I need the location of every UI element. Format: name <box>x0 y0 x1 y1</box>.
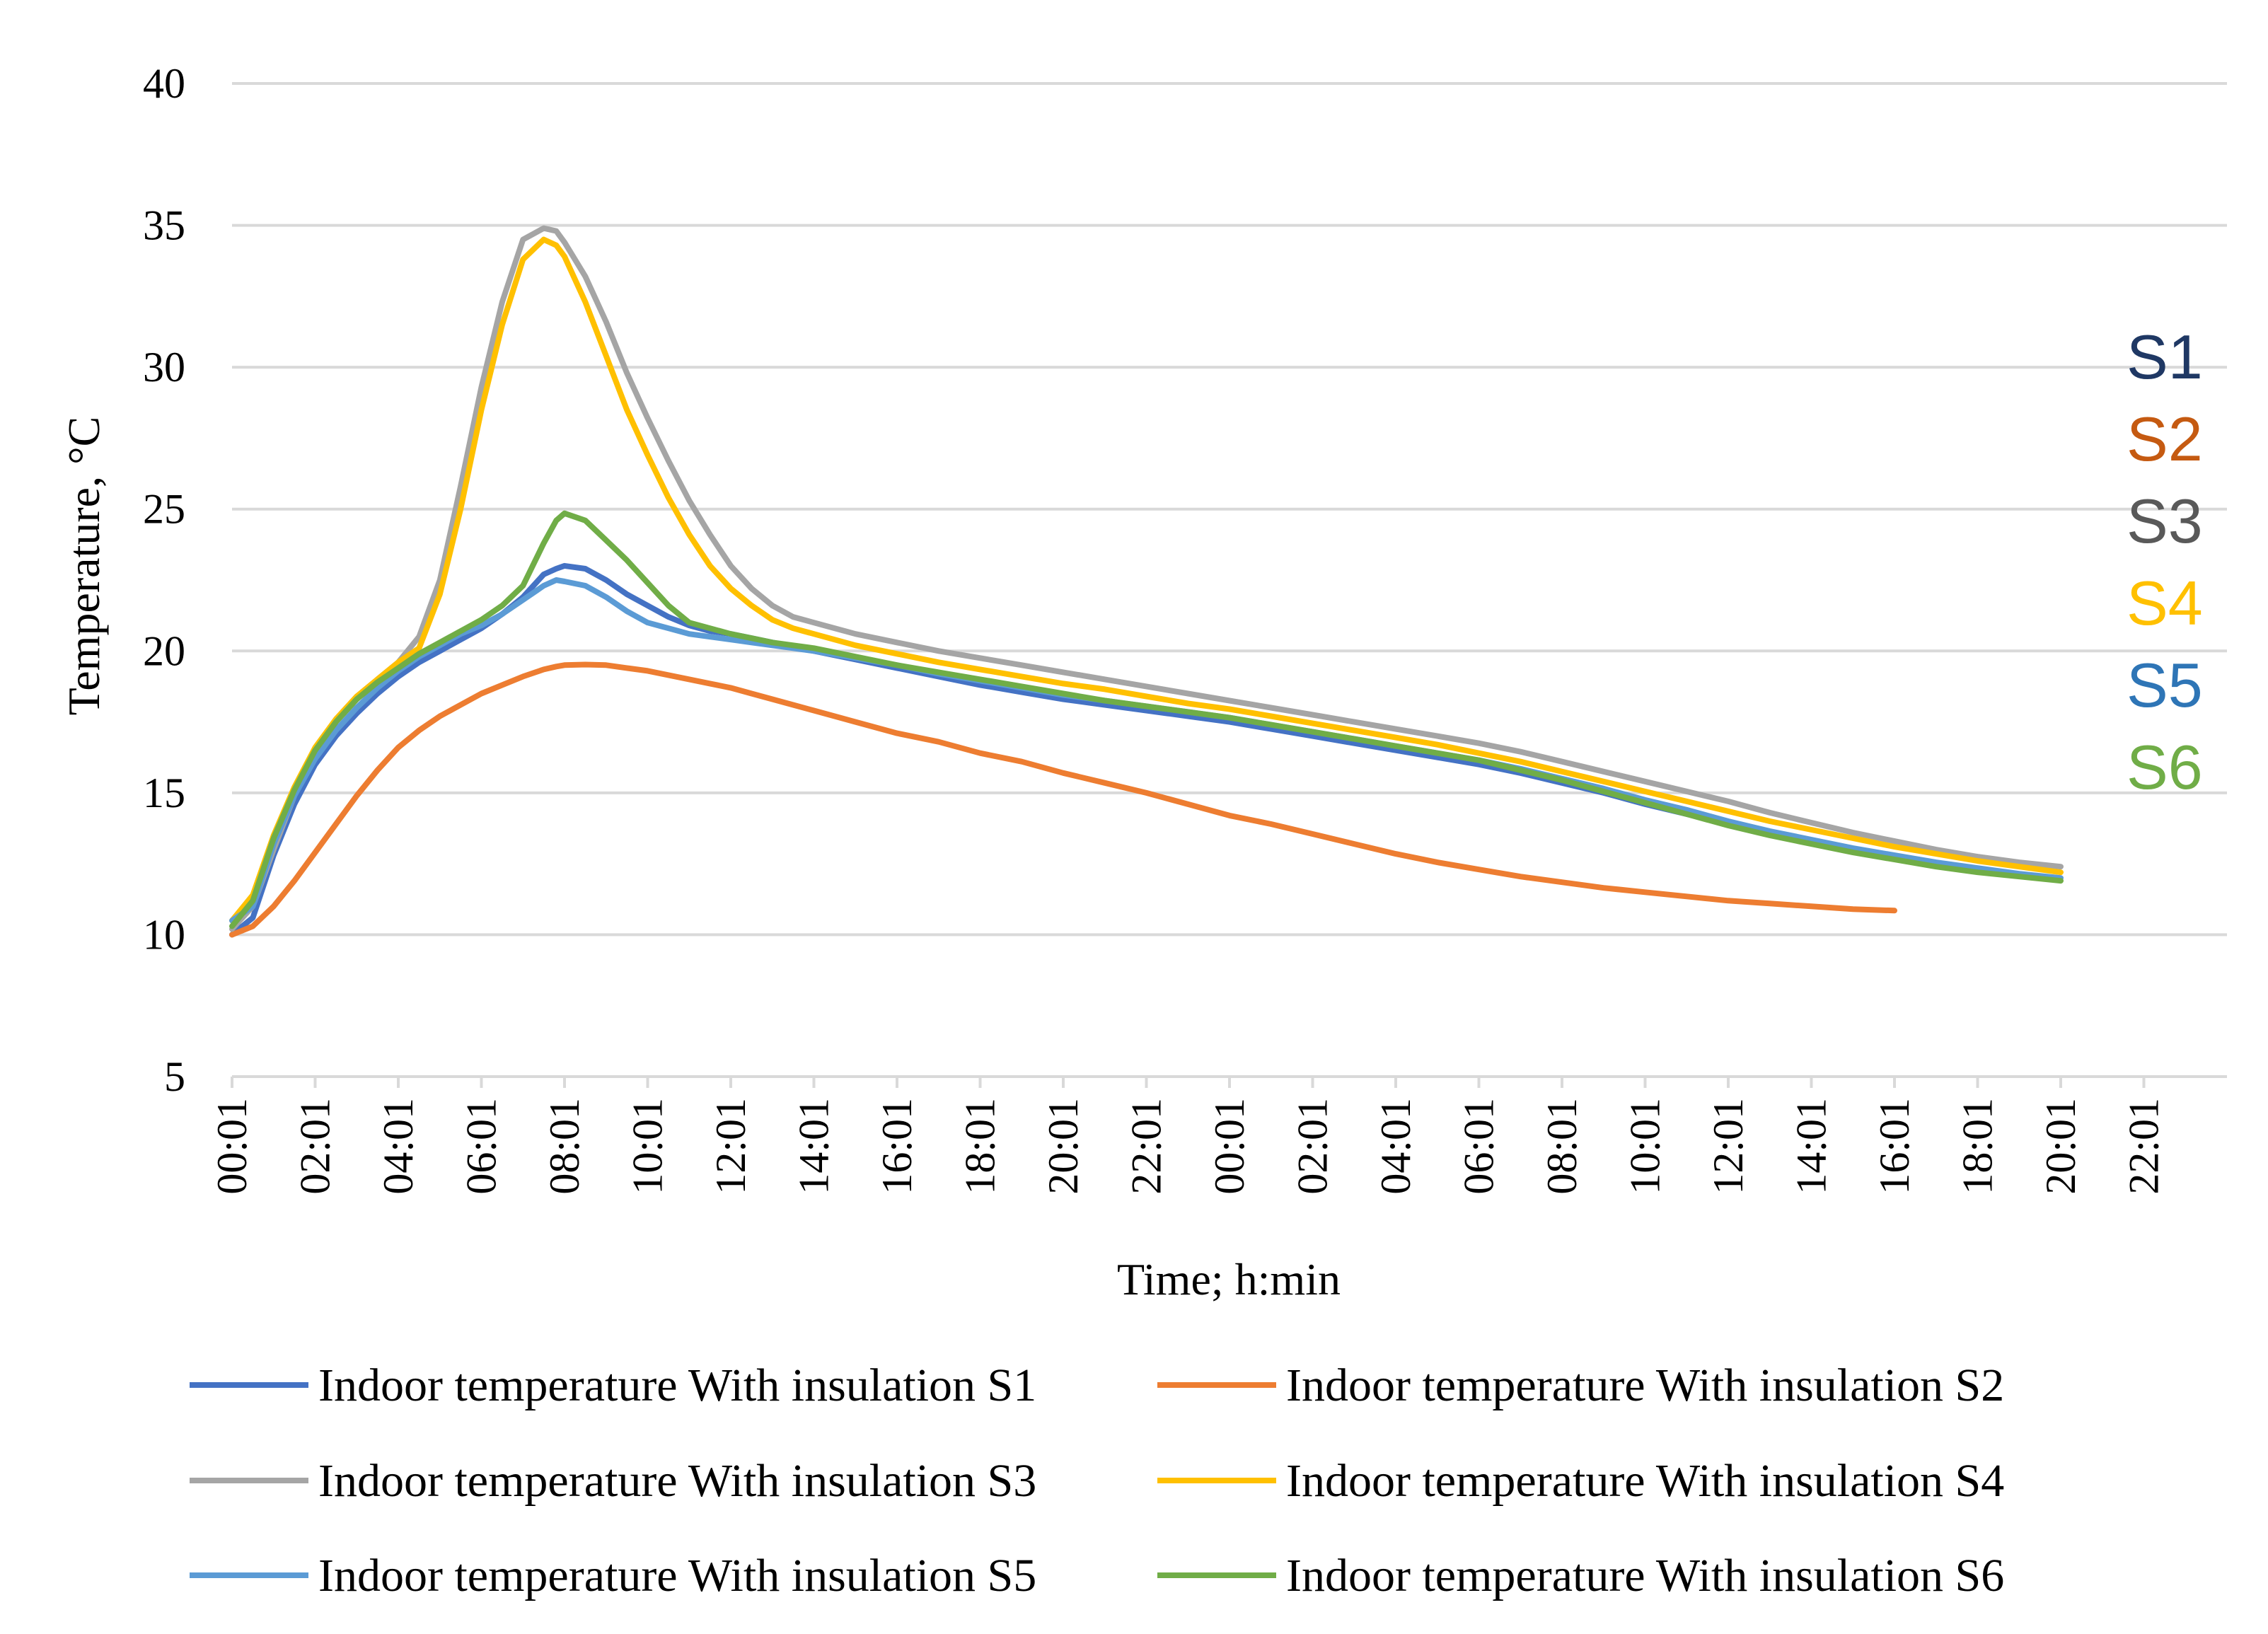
x-tick-label: 00:01 <box>209 1098 255 1195</box>
x-tick-label: 12:01 <box>707 1098 754 1195</box>
x-tick-label: 22:01 <box>2121 1098 2168 1195</box>
x-tick-label: 20:01 <box>1040 1098 1087 1195</box>
x-tick-label: 12:01 <box>1705 1098 1752 1195</box>
legend-label-s6: Indoor temperature With insulation S6 <box>1286 1550 2004 1601</box>
x-tick-label: 10:01 <box>625 1098 671 1195</box>
side-label-s6: S6 <box>2127 732 2203 802</box>
x-tick-label: 14:01 <box>791 1098 838 1195</box>
legend-label-s3: Indoor temperature With insulation S3 <box>318 1455 1036 1507</box>
legend: Indoor temperature With insulation S1 Ind… <box>190 1360 2004 1601</box>
x-tick-label: 08:01 <box>1539 1098 1585 1195</box>
side-label-s5: S5 <box>2127 650 2203 720</box>
legend-label-s5: Indoor temperature With insulation S5 <box>318 1550 1036 1601</box>
y-tick-labels: 5 10 15 20 25 30 35 40 <box>143 60 185 1100</box>
x-tick-label: 06:01 <box>1456 1098 1503 1195</box>
x-axis-title: Time; h:min <box>1117 1254 1341 1304</box>
legend-label-s4: Indoor temperature With insulation S4 <box>1286 1455 2004 1507</box>
legend-label-s1: Indoor temperature With insulation S1 <box>318 1360 1036 1411</box>
series-line-s3 <box>229 225 2064 932</box>
series-lines <box>229 225 2064 938</box>
y-tick-label: 10 <box>143 911 185 958</box>
series-line-s5 <box>229 577 2064 924</box>
x-tick-label: 02:01 <box>292 1098 339 1195</box>
side-label-s1: S1 <box>2127 322 2203 392</box>
gridlines <box>232 82 2227 1078</box>
x-tick-label: 04:01 <box>375 1098 422 1195</box>
x-tick-label: 16:01 <box>874 1098 920 1195</box>
series-line-s4 <box>229 236 2064 924</box>
x-tick-label: 00:01 <box>1206 1098 1253 1195</box>
series-line-s2 <box>229 661 1897 938</box>
series-side-labels: S1 S2 S3 S4 S5 S6 <box>2127 322 2203 802</box>
x-tick-label: 18:01 <box>957 1098 1004 1195</box>
y-tick-label: 20 <box>143 627 185 674</box>
x-tick-label: 14:01 <box>1788 1098 1835 1195</box>
y-tick-label: 25 <box>143 486 185 533</box>
y-tick-label: 30 <box>143 344 185 390</box>
series-line-s6 <box>229 510 2064 929</box>
y-tick-label: 35 <box>143 202 185 249</box>
y-tick-label: 15 <box>143 770 185 816</box>
side-label-s2: S2 <box>2127 404 2203 474</box>
x-tick-label: 18:01 <box>1955 1098 2001 1195</box>
side-label-s3: S3 <box>2127 486 2203 556</box>
y-tick-label: 40 <box>143 60 185 107</box>
x-tick-label: 08:01 <box>541 1098 588 1195</box>
x-tick-label: 16:01 <box>1871 1098 1918 1195</box>
x-tick-labels: 00:01 02:01 04:01 06:01 08:01 10:01 12:01 14:01… <box>209 1077 2168 1195</box>
x-tick-label: 04:01 <box>1372 1098 1419 1195</box>
x-tick-label: 06:01 <box>458 1098 505 1195</box>
x-tick-label: 02:01 <box>1290 1098 1336 1195</box>
x-tick-label: 20:01 <box>2037 1098 2084 1195</box>
side-label-s4: S4 <box>2127 568 2203 638</box>
y-axis-title: Temperature, °C <box>59 417 109 716</box>
x-tick-label: 10:01 <box>1622 1098 1669 1195</box>
x-tick-label: 22:01 <box>1123 1098 1170 1195</box>
y-tick-label: 5 <box>164 1053 185 1100</box>
legend-label-s2: Indoor temperature With insulation S2 <box>1286 1360 2004 1411</box>
